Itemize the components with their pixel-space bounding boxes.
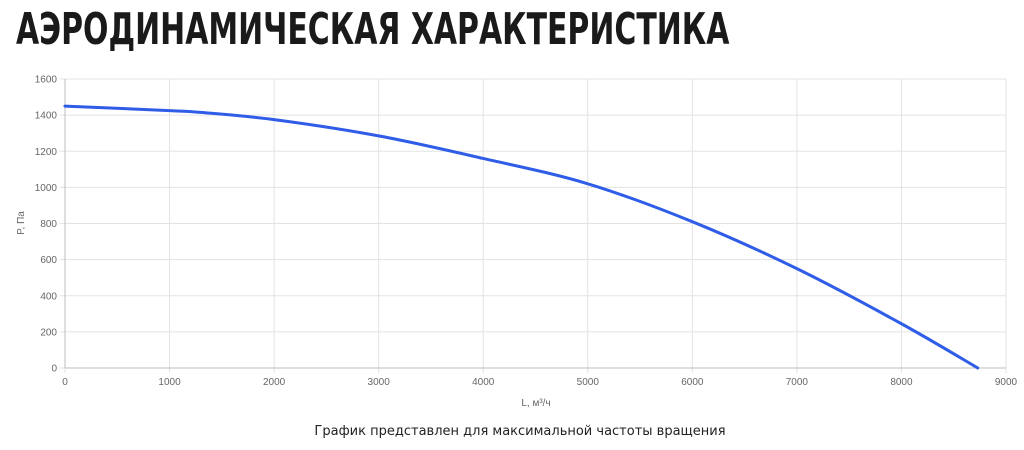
x-tick-label: 7000 (786, 377, 809, 388)
x-tick-label: 1000 (158, 377, 181, 388)
y-tick-label: 800 (40, 219, 57, 230)
x-tick-label: 9000 (995, 377, 1018, 388)
x-tick-labels: 0 1000 2000 3000 4000 5000 6000 7000 8000 9000 (62, 377, 1017, 388)
x-axis-title: L, м³/ч (521, 398, 550, 409)
x-tick-label: 2000 (263, 377, 286, 388)
chart-series (63, 104, 980, 370)
y-tick-label: 1600 (35, 75, 58, 86)
y-tick-label: 1000 (35, 183, 58, 194)
pressure-flow-chart: 0 1000 2000 3000 4000 5000 6000 7000 8000 9000 0 2… (16, 75, 1018, 410)
y-tick-label: 1200 (35, 147, 58, 158)
chart-axes (64, 79, 1006, 369)
series-line (63, 104, 980, 370)
y-tick-label: 200 (40, 327, 57, 338)
y-tick-label: 600 (40, 255, 57, 266)
x-tick-label: 4000 (472, 377, 495, 388)
x-tick-label: 0 (62, 377, 68, 388)
x-tick-label: 6000 (681, 377, 704, 388)
y-tick-labels: 0 200 400 600 800 1000 1200 1400 1600 (35, 75, 58, 375)
y-axis-title: P, Па (16, 211, 27, 235)
y-tick-label: 0 (51, 364, 57, 375)
y-tick-label: 400 (40, 291, 57, 302)
x-tick-label: 5000 (577, 377, 600, 388)
chart-footnote: График представлен для максимальной част… (314, 424, 726, 439)
y-tick-label: 1400 (35, 111, 58, 122)
chart-grid (60, 78, 1007, 373)
x-tick-label: 3000 (368, 377, 391, 388)
x-tick-label: 8000 (890, 377, 913, 388)
page-title: АЭРОДИНАМИЧЕСКАЯ ХАРАКТЕРИСТИКА (16, 4, 730, 55)
